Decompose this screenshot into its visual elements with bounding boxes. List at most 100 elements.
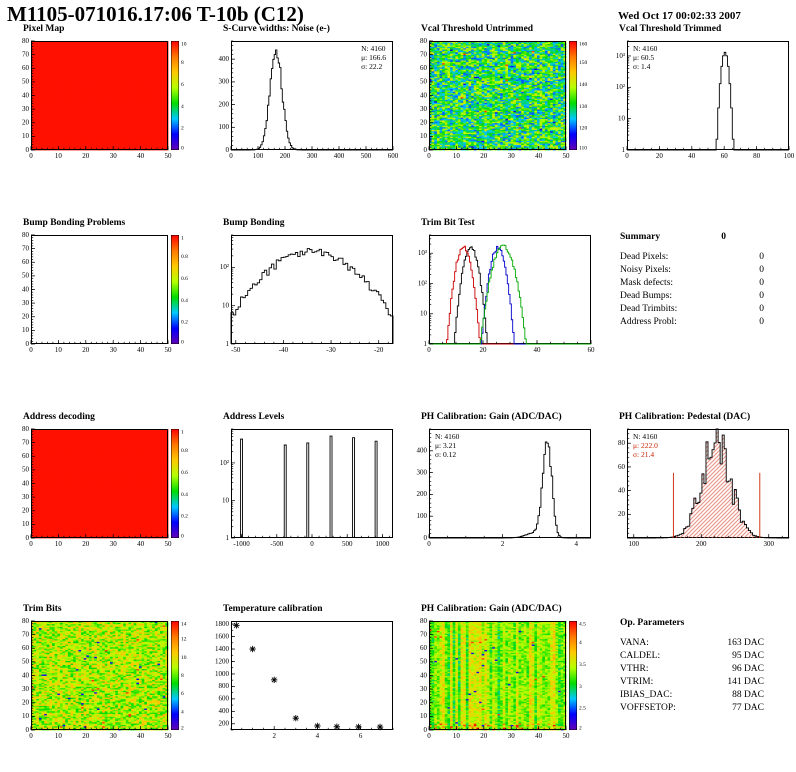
panel-vcal-trimmed: Vcal Threshold Trimmed N: 4160 μ: 60.5 σ… [602,24,796,168]
panel-ph-pedestal: PH Calibration: Pedestal (DAC) N: 4160 μ… [602,412,796,556]
pixel-map-heatmap [6,36,202,164]
plot-title-ph-gain-hist: PH Calibration: Gain (ADC/DAC) [421,412,562,422]
stat-mean: μ: 222.0 [633,441,658,450]
plot-title-bump-bonding-problems: Bump Bonding Problems [23,218,126,228]
stat-sigma: σ: 1.4 [633,62,651,71]
scurve-noise-histogram [206,36,402,164]
stat-mean: μ: 166.6 [361,53,386,62]
stats-box-ph-gain: N: 4160 μ: 3.21 σ: 0.12 [435,432,459,459]
summary-row-mask-defects: Mask defects: 0 [620,277,764,290]
summary-value: 0 [759,291,764,301]
op-value: 95 DAC [732,651,764,661]
op-row-vthr: VTHR: 96 DAC [620,663,764,676]
plot-title-trim-bit-test: Trim Bit Test [421,218,475,228]
plot-title-address-levels: Address Levels [223,412,285,422]
plot-title-pixel-map: Pixel Map [23,24,65,34]
address-decoding-heatmap [6,424,202,552]
panel-temperature-calibration: Temperature calibration [206,604,402,748]
op-parameters-header: Op. Parameters [620,618,764,628]
panel-summary: Summary 0 Dead Pixels: 0 Noisy Pixels: 0… [602,218,796,362]
ph-pedestal-histogram [602,424,796,552]
op-row-caldel: CALDEL: 95 DAC [620,650,764,663]
summary-value: 0 [759,265,764,275]
summary-row-dead-pixels: Dead Pixels: 0 [620,251,764,264]
summary-row-noisy-pixels: Noisy Pixels: 0 [620,264,764,277]
plot-title-ph-gain-map: PH Calibration: Gain (ADC/DAC) [421,604,562,614]
op-label: CALDEL: [620,651,661,661]
plot-title-ph-pedestal: PH Calibration: Pedestal (DAC) [619,412,751,422]
op-row-vana: VANA: 163 DAC [620,637,764,650]
panel-op-parameters: Op. Parameters VANA: 163 DAC CALDEL: 95 … [602,604,796,748]
plot-title-address-decoding: Address decoding [23,412,95,422]
plot-title-scurve-noise: S-Curve widths: Noise (e-) [223,24,330,34]
trim-bit-test-histogram [404,230,600,358]
op-label: IBIAS_DAC: [620,690,673,700]
panel-scurve-noise: S-Curve widths: Noise (e-) N: 4160 μ: 16… [206,24,402,168]
op-row-voffsetop: VOFFSETOP: 77 DAC [620,702,764,715]
ph-gain-heatmap [404,616,600,744]
op-row-vtrim: VTRIM: 141 DAC [620,676,764,689]
summary-label: Dead Pixels: [620,252,669,262]
summary-label: Mask defects: [620,278,674,288]
plot-title-trim-bits-map: Trim Bits [23,604,62,614]
summary-block: Summary 0 Dead Pixels: 0 Noisy Pixels: 0… [620,232,764,329]
summary-total: 0 [721,232,726,242]
op-value: 96 DAC [732,664,764,674]
panel-vcal-untrimmed: Vcal Threshold Untrimmed [404,24,600,168]
op-value: 77 DAC [732,703,764,713]
op-label: VOFFSETOP: [620,703,676,713]
bump-bonding-problems-heatmap [6,230,202,358]
panel-bump-bonding-problems: Bump Bonding Problems [6,218,202,362]
summary-title: Summary [620,232,661,242]
summary-label: Dead Trimbits: [620,304,678,314]
op-row-ibias-dac: IBIAS_DAC: 88 DAC [620,689,764,702]
page-title: M1105-071016.17:06 T-10b (C12) [7,2,304,26]
stat-sigma: σ: 22.2 [361,62,383,71]
stat-entries: N: 4160 [633,432,658,441]
panel-trim-bit-test: Trim Bit Test [404,218,600,362]
stats-box-scurve: N: 4160 μ: 166.6 σ: 22.2 [361,44,386,71]
timestamp: Wed Oct 17 00:02:33 2007 [618,10,741,22]
vcal-trimmed-histogram [602,36,796,164]
op-label: VTHR: [620,664,649,674]
panel-bump-bonding: Bump Bonding [206,218,402,362]
panel-ph-gain-map: PH Calibration: Gain (ADC/DAC) [404,604,600,748]
stat-entries: N: 4160 [361,44,386,53]
plot-title-vcal-untrimmed: Vcal Threshold Untrimmed [421,24,534,34]
op-value: 88 DAC [732,690,764,700]
temperature-calibration-scatter [206,616,402,744]
summary-row-address-probl: Address Probl: 0 [620,316,764,329]
ph-gain-histogram [404,424,600,552]
op-label: VANA: [620,638,649,648]
summary-value: 0 [759,252,764,262]
panel-address-levels: Address Levels [206,412,402,556]
stat-entries: N: 4160 [435,432,460,441]
stats-box-vcal-trimmed: N: 4160 μ: 60.5 σ: 1.4 [633,44,657,71]
plot-title-temperature-calibration: Temperature calibration [223,604,323,614]
bump-bonding-histogram [206,230,402,358]
op-label: VTRIM: [620,677,654,687]
stat-sigma: σ: 0.12 [435,450,457,459]
panel-trim-bits-map: Trim Bits [6,604,202,748]
plot-title-bump-bonding: Bump Bonding [223,218,285,228]
op-value: 141 DAC [727,677,764,687]
stat-sigma: σ: 21.4 [633,450,655,459]
op-parameters-title: Op. Parameters [620,618,685,628]
panel-ph-gain-hist: PH Calibration: Gain (ADC/DAC) N: 4160 μ… [404,412,600,556]
summary-value: 0 [759,304,764,314]
stats-box-ph-pedestal: N: 4160 μ: 222.0 σ: 21.4 [633,432,658,459]
stat-entries: N: 4160 [633,44,658,53]
op-value: 163 DAC [727,638,764,648]
summary-header: Summary 0 [620,232,764,242]
summary-row-dead-trimbits: Dead Trimbits: 0 [620,303,764,316]
op-parameters-block: Op. Parameters VANA: 163 DAC CALDEL: 95 … [620,618,764,715]
vcal-untrimmed-heatmap [404,36,600,164]
stat-mean: μ: 3.21 [435,441,457,450]
summary-label: Dead Bumps: [620,291,672,301]
summary-value: 0 [759,278,764,288]
trim-bits-heatmap [6,616,202,744]
panel-address-decoding: Address decoding [6,412,202,556]
address-levels-histogram [206,424,402,552]
summary-value: 0 [759,317,764,327]
